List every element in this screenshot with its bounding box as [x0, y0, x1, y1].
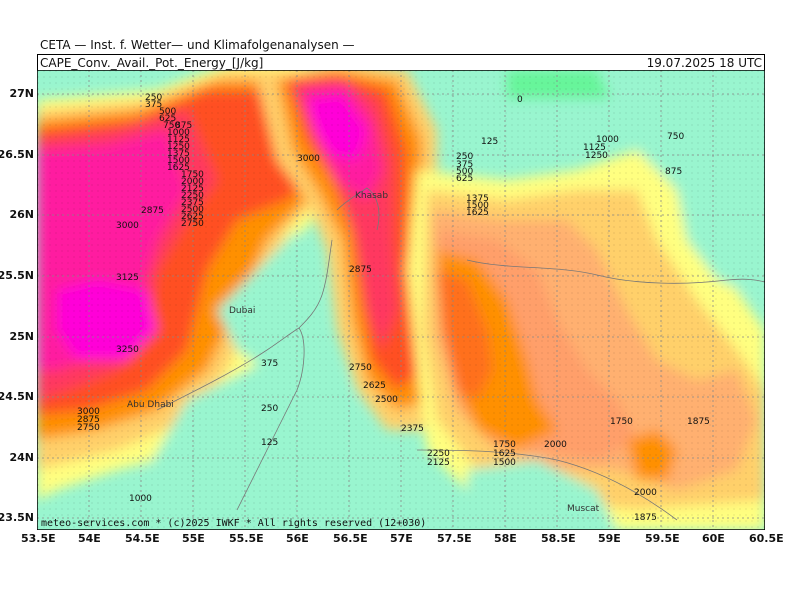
- lon-label: 59.5E: [645, 532, 680, 545]
- lon-label: 55.5E: [229, 532, 264, 545]
- lon-label: 57.5E: [437, 532, 472, 545]
- contour-label: 2625: [363, 381, 386, 391]
- contour-label: 2875: [349, 265, 372, 275]
- contour-label: 2500: [375, 395, 398, 405]
- contour-label: 2500: [181, 205, 204, 215]
- contour-label: 1750: [181, 170, 204, 180]
- footer-copyright: meteo-services.com * (c)2025 IWKF * All …: [41, 518, 426, 529]
- contour-label: 2250: [427, 449, 450, 459]
- contour-label: 1625: [167, 163, 190, 173]
- contour-label: 2875: [77, 415, 100, 425]
- contour-label: 2125: [427, 458, 450, 468]
- contour-label: 1750: [610, 417, 633, 427]
- contour-label: 1500: [466, 201, 489, 211]
- contour-label: 250: [456, 152, 473, 162]
- lat-label: 25.5N: [0, 269, 34, 282]
- lat-label: 25N: [9, 330, 34, 343]
- city-dubai: Dubai: [229, 306, 255, 316]
- contour-label: 2000: [634, 488, 657, 498]
- contour-label: 875: [665, 167, 682, 177]
- lat-axis: 27N 26.5N 26N 25.5N 25N 24.5N 24N 23.5N: [0, 0, 36, 600]
- lat-label: 26.5N: [0, 148, 34, 161]
- contour-label: 2375: [181, 198, 204, 208]
- city-muscat: Muscat: [567, 504, 600, 514]
- contour-label: 375: [456, 160, 473, 170]
- contour-label: 3000: [116, 221, 139, 231]
- contour-labels: 250 375 500 625 750 875 1000 1125 1250 1…: [77, 93, 710, 523]
- contour-label: 3000: [77, 407, 100, 417]
- contour-label: 125: [261, 438, 278, 448]
- lon-label: 59E: [598, 532, 621, 545]
- contour-label: 2125: [181, 184, 204, 194]
- contour-label: 1875: [687, 417, 710, 427]
- contour-label: 375: [261, 359, 278, 369]
- contour-label: 2875: [141, 206, 164, 216]
- contour-label: 1250: [167, 142, 190, 152]
- header-valid-time: 19.07.2025 18 UTC: [646, 56, 762, 70]
- contour-label: 625: [456, 174, 473, 184]
- contour-label: 500: [159, 107, 176, 117]
- contour-label: 1250: [585, 151, 608, 161]
- contour-label: 1500: [167, 156, 190, 166]
- contour-label: 1000: [167, 128, 190, 138]
- contour-label: 375: [145, 100, 162, 110]
- contour-label: 1375: [167, 149, 190, 159]
- lon-label: 53.5E: [21, 532, 56, 545]
- contour-label: 1750: [493, 440, 516, 450]
- contour-label: 2250: [181, 191, 204, 201]
- lat-label: 23.5N: [0, 511, 34, 524]
- contour-label: 2000: [544, 440, 567, 450]
- lat-label: 27N: [9, 87, 34, 100]
- contour-label: 750: [667, 132, 684, 142]
- contour-label: 625: [159, 114, 176, 124]
- lon-label: 56E: [286, 532, 309, 545]
- contour-label: 250: [261, 404, 278, 414]
- lon-label: 60E: [702, 532, 725, 545]
- contour-label: 1125: [167, 135, 190, 145]
- contour-label: 1625: [466, 208, 489, 218]
- cape-map: Dubai Abu Dhabi Khasab Muscat 250 375 50…: [37, 70, 765, 530]
- lon-label: 58.5E: [541, 532, 576, 545]
- contour-label: 2000: [181, 177, 204, 187]
- contour-label: 500: [456, 167, 473, 177]
- city-abu-dhabi: Abu Dhabi: [127, 400, 174, 410]
- lat-label: 24N: [9, 451, 34, 464]
- graticule: [37, 70, 765, 530]
- lon-label: 55E: [182, 532, 205, 545]
- contour-label: 1000: [129, 494, 152, 504]
- lon-label: 57E: [390, 532, 413, 545]
- header-institute: CETA — Inst. f. Wetter— und Klimafolgena…: [40, 38, 355, 52]
- contour-label: 1125: [583, 143, 606, 153]
- contour-label: 2375: [401, 424, 424, 434]
- contour-label: 1375: [466, 194, 489, 204]
- contour-label: 3125: [116, 273, 139, 283]
- contour-label: 2750: [349, 363, 372, 373]
- contour-label: 1875: [634, 513, 657, 523]
- contour-label: 1500: [493, 458, 516, 468]
- contour-label: 0: [517, 95, 523, 105]
- contour-label: 2625: [181, 212, 204, 222]
- header-box: [37, 54, 765, 70]
- city-markers: Dubai Abu Dhabi Khasab Muscat: [127, 191, 600, 514]
- lon-label: 60.5E: [749, 532, 784, 545]
- lon-label: 54E: [78, 532, 101, 545]
- contour-label: 875: [175, 121, 192, 131]
- lon-label: 58E: [494, 532, 517, 545]
- contour-label: 750: [163, 121, 180, 131]
- lat-label: 26N: [9, 208, 34, 221]
- contour-label: 250: [145, 93, 162, 103]
- contour-label: 1000: [596, 135, 619, 145]
- header-parameter: CAPE_Conv._Avail._Pot._Energy_[J/kg]: [40, 56, 264, 70]
- contour-label: 2750: [77, 423, 100, 433]
- lon-axis: 53.5E 54E 54.5E 55E 55.5E 56E 56.5E 57E …: [0, 532, 800, 546]
- lon-label: 54.5E: [125, 532, 160, 545]
- city-khasab: Khasab: [355, 191, 388, 201]
- contour-label: 2750: [181, 219, 204, 229]
- contour-label: 1625: [493, 449, 516, 459]
- lon-label: 56.5E: [333, 532, 368, 545]
- lat-label: 24.5N: [0, 390, 34, 403]
- contour-label: 125: [481, 137, 498, 147]
- contour-label: 3250: [116, 345, 139, 355]
- contour-label: 3000: [297, 154, 320, 164]
